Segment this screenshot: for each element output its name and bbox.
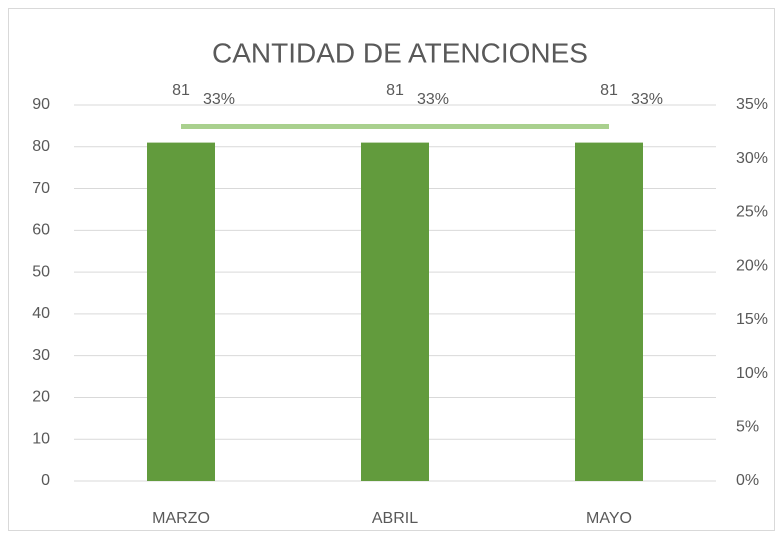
y2-tick-label: 20% — [736, 257, 768, 274]
y2-tick-label: 5% — [736, 419, 759, 436]
y-tick-label: 10 — [32, 430, 50, 447]
bar — [575, 142, 643, 481]
y-tick-label: 60 — [32, 222, 50, 239]
y2-tick-label: 25% — [736, 204, 768, 221]
data-label: 81 — [386, 82, 404, 99]
y-tick-label: 0 — [41, 472, 50, 489]
y-tick-label: 20 — [32, 389, 50, 406]
y2-tick-label: 30% — [736, 150, 768, 167]
data-label: 33% — [203, 91, 235, 108]
data-label: 81 — [172, 82, 190, 99]
data-label: 81 — [600, 82, 618, 99]
y2-tick-label: 0% — [736, 472, 759, 489]
y2-tick-label: 35% — [736, 96, 768, 113]
bar — [147, 142, 215, 481]
y2-tick-label: 15% — [736, 311, 768, 328]
x-tick-label: MAYO — [586, 510, 632, 527]
data-label: 33% — [417, 91, 449, 108]
y-tick-label: 40 — [32, 305, 50, 322]
y2-tick-label: 10% — [736, 365, 768, 382]
y-tick-label: 30 — [32, 347, 50, 364]
chart-title: CANTIDAD DE ATENCIONES — [212, 37, 588, 68]
x-tick-label: MARZO — [152, 510, 210, 527]
data-label: 33% — [631, 91, 663, 108]
y-tick-label: 80 — [32, 138, 50, 155]
y-tick-label: 70 — [32, 180, 50, 197]
x-tick-label: ABRIL — [372, 510, 418, 527]
y-tick-label: 50 — [32, 263, 50, 280]
y-tick-label: 90 — [32, 96, 50, 113]
bar — [361, 142, 429, 481]
